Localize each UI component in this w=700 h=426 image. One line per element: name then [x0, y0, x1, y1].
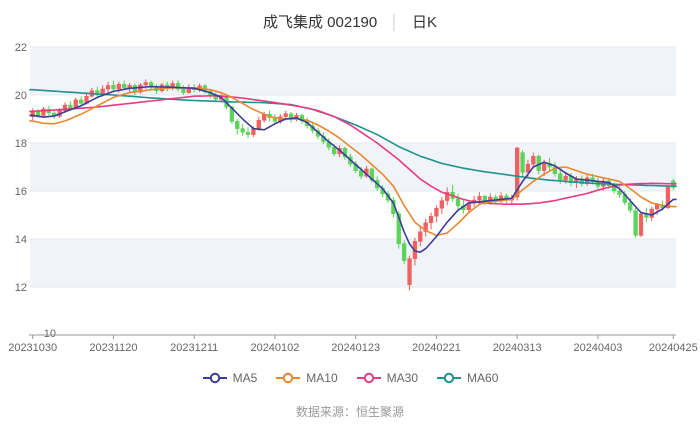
- svg-text:20231030: 20231030: [8, 342, 57, 354]
- candle: [423, 218, 428, 237]
- svg-text:10: 10: [44, 328, 56, 340]
- svg-text:20231211: 20231211: [170, 342, 218, 354]
- candle: [30, 108, 35, 121]
- candle: [105, 81, 111, 93]
- candle: [515, 147, 520, 201]
- legend-label-ma30: MA30: [386, 371, 419, 385]
- candle: [531, 152, 536, 169]
- legend-label-ma10: MA10: [306, 371, 338, 385]
- legend-item-ma30[interactable]: MA30: [356, 371, 418, 385]
- candle: [240, 123, 245, 136]
- candle: [633, 207, 638, 238]
- candle: [428, 212, 434, 230]
- chart-title: 成飞集成 002190 │ 日K: [0, 11, 700, 32]
- ma30-legend-icon: [356, 372, 381, 384]
- chart-area: 22 20 18 16 14 12 10 20231030 20231120 20231211 20…: [8, 42, 698, 354]
- candle: [638, 211, 644, 238]
- ma10-line: [29, 87, 677, 237]
- svg-text:20: 20: [15, 90, 27, 102]
- svg-text:14: 14: [15, 234, 27, 246]
- x-axis: 20231030 20231120 20231211 20240102 20240123…: [8, 334, 698, 354]
- candle: [455, 193, 461, 211]
- ma60-legend-icon: [437, 372, 462, 384]
- ma60-line: [29, 88, 677, 187]
- title-divider: │: [390, 14, 399, 30]
- candle: [418, 227, 423, 247]
- candle: [41, 107, 46, 117]
- legend-label-ma5: MA5: [232, 371, 258, 385]
- stock-name-code: 成飞集成 002190: [263, 14, 378, 31]
- ma5-line: [29, 85, 677, 253]
- svg-text:20231120: 20231120: [89, 342, 137, 354]
- svg-text:20240403: 20240403: [573, 342, 622, 354]
- candle: [288, 111, 294, 123]
- candle: [111, 80, 116, 92]
- candle: [95, 86, 100, 98]
- ma5-legend-icon: [202, 372, 227, 384]
- candle: [644, 207, 649, 223]
- plot-bands: [30, 47, 676, 287]
- legend-label-ma60: MA60: [467, 371, 499, 385]
- svg-text:22: 22: [15, 42, 27, 54]
- svg-text:16: 16: [15, 186, 27, 198]
- candle: [235, 119, 240, 135]
- legend-item-ma5[interactable]: MA5: [202, 371, 258, 385]
- legend-item-ma10[interactable]: MA10: [275, 371, 338, 385]
- y-axis-labels: 22 20 18 16 14 12 10: [15, 42, 56, 340]
- svg-text:12: 12: [15, 282, 27, 294]
- candle: [245, 127, 251, 139]
- candle: [434, 205, 439, 223]
- svg-text:20240123: 20240123: [331, 342, 380, 354]
- candle: [401, 240, 407, 265]
- legend-item-ma60[interactable]: MA60: [436, 371, 498, 385]
- svg-text:20240102: 20240102: [250, 342, 299, 354]
- candle: [445, 187, 450, 206]
- candle: [552, 162, 558, 177]
- candle: [520, 150, 525, 177]
- svg-text:20240425: 20240425: [649, 342, 698, 354]
- candles: [30, 79, 676, 291]
- chart-legend: MA5 MA10 MA30 MA60: [0, 371, 700, 385]
- candle: [407, 255, 412, 291]
- grid-lines: [30, 46, 676, 288]
- svg-text:20240221: 20240221: [412, 342, 461, 354]
- ma10-legend-icon: [276, 372, 301, 384]
- candle: [175, 80, 181, 92]
- ma30-line: [29, 94, 677, 205]
- svg-text:20240313: 20240313: [493, 342, 542, 354]
- period-label: 日K: [411, 14, 437, 31]
- candle: [439, 197, 444, 214]
- data-source-note: 数据来源：恒生聚源: [295, 405, 404, 419]
- svg-text:18: 18: [15, 138, 27, 150]
- candle: [78, 96, 84, 106]
